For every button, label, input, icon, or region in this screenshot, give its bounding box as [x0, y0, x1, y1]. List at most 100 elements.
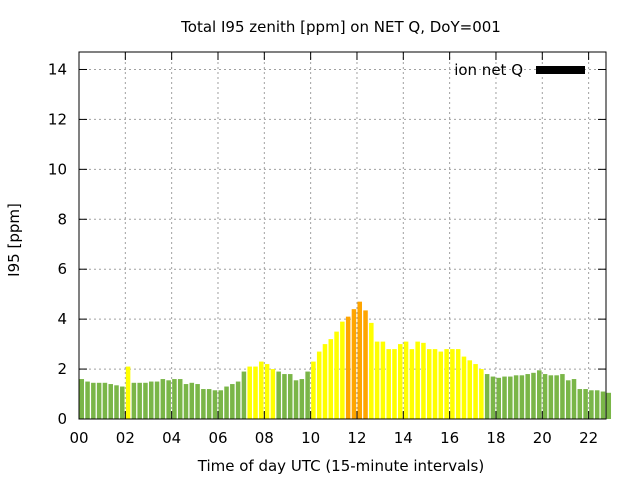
bar	[253, 366, 258, 419]
chart-title: Total I95 zenith [ppm] on NET Q, DoY=001	[180, 18, 501, 36]
bar	[131, 382, 137, 419]
x-tick-label: 16	[440, 429, 459, 447]
bar	[502, 376, 507, 419]
bar	[259, 361, 264, 419]
bar	[102, 382, 108, 419]
bar	[351, 309, 357, 419]
bar	[560, 374, 565, 419]
bar	[230, 384, 235, 419]
bar	[398, 344, 403, 419]
bar	[415, 341, 420, 419]
bar	[91, 382, 96, 419]
bar	[386, 349, 391, 419]
bar	[525, 374, 530, 419]
bar	[537, 370, 542, 419]
bar	[270, 369, 276, 419]
bar	[224, 386, 229, 419]
y-tick-label: 12	[48, 110, 67, 128]
legend-swatch	[536, 66, 585, 74]
bar	[195, 384, 200, 419]
bar	[108, 384, 113, 419]
bar	[148, 381, 154, 419]
x-tick-label: 08	[255, 429, 274, 447]
bar	[606, 392, 612, 419]
bar	[247, 366, 252, 419]
x-tick-label: 22	[579, 429, 598, 447]
x-tick-label: 10	[301, 429, 320, 447]
bar	[380, 341, 386, 419]
bar	[473, 364, 478, 419]
bar	[282, 374, 287, 419]
bar	[305, 371, 310, 419]
bar	[85, 381, 90, 419]
bar	[374, 341, 380, 419]
y-tick-label: 10	[48, 160, 67, 178]
bar	[218, 390, 224, 419]
bar	[322, 344, 328, 419]
y-axis-label: I95 [ppm]	[5, 203, 23, 277]
bar	[166, 380, 171, 419]
y-tick-label: 8	[57, 210, 67, 228]
bar	[392, 349, 397, 419]
bar	[508, 376, 513, 419]
bar	[334, 331, 339, 419]
bar	[450, 349, 455, 419]
bar	[311, 361, 316, 419]
bar	[438, 351, 444, 419]
x-tick-label: 20	[533, 429, 552, 447]
bar	[490, 376, 496, 419]
grid	[79, 52, 606, 419]
x-tick-label: 12	[347, 429, 366, 447]
bar	[189, 382, 195, 419]
bar	[299, 379, 305, 419]
x-tick-label: 02	[116, 429, 135, 447]
bar	[548, 375, 554, 419]
bar	[316, 351, 322, 419]
bar	[426, 349, 432, 419]
bar	[154, 381, 160, 419]
bar	[235, 381, 241, 419]
bar	[183, 384, 189, 419]
bar	[594, 390, 600, 419]
bar	[565, 380, 571, 419]
bar	[241, 371, 247, 419]
bar	[432, 349, 438, 419]
bar	[409, 349, 415, 419]
bar	[455, 349, 461, 419]
bar	[160, 379, 166, 419]
bar	[363, 310, 368, 419]
bar	[206, 389, 212, 419]
bar	[496, 377, 501, 419]
bar	[484, 374, 490, 419]
bar	[201, 389, 206, 419]
y-tick-label: 4	[57, 310, 67, 328]
bar	[177, 379, 183, 419]
bar	[369, 322, 374, 419]
bar	[600, 391, 606, 419]
x-tick-label: 18	[486, 429, 505, 447]
bar	[125, 366, 131, 419]
y-tick-label: 14	[48, 60, 67, 78]
bar	[531, 372, 536, 419]
bar	[571, 379, 577, 419]
bar	[554, 375, 559, 419]
bar	[328, 339, 334, 419]
bar	[444, 349, 449, 419]
plot-frame	[78, 51, 607, 420]
bar	[137, 382, 142, 419]
bar	[461, 356, 467, 419]
bar	[340, 321, 345, 419]
bar	[345, 316, 351, 419]
y-tick-label: 2	[57, 360, 67, 378]
bar	[114, 385, 119, 419]
x-tick-label: 06	[208, 429, 227, 447]
bar	[403, 341, 409, 419]
x-tick-label: 00	[69, 429, 88, 447]
bar	[143, 382, 148, 419]
x-tick-label: 04	[162, 429, 181, 447]
bar	[79, 379, 85, 419]
bar	[212, 390, 218, 419]
bar	[467, 360, 473, 419]
y-tick-label: 0	[57, 410, 67, 428]
